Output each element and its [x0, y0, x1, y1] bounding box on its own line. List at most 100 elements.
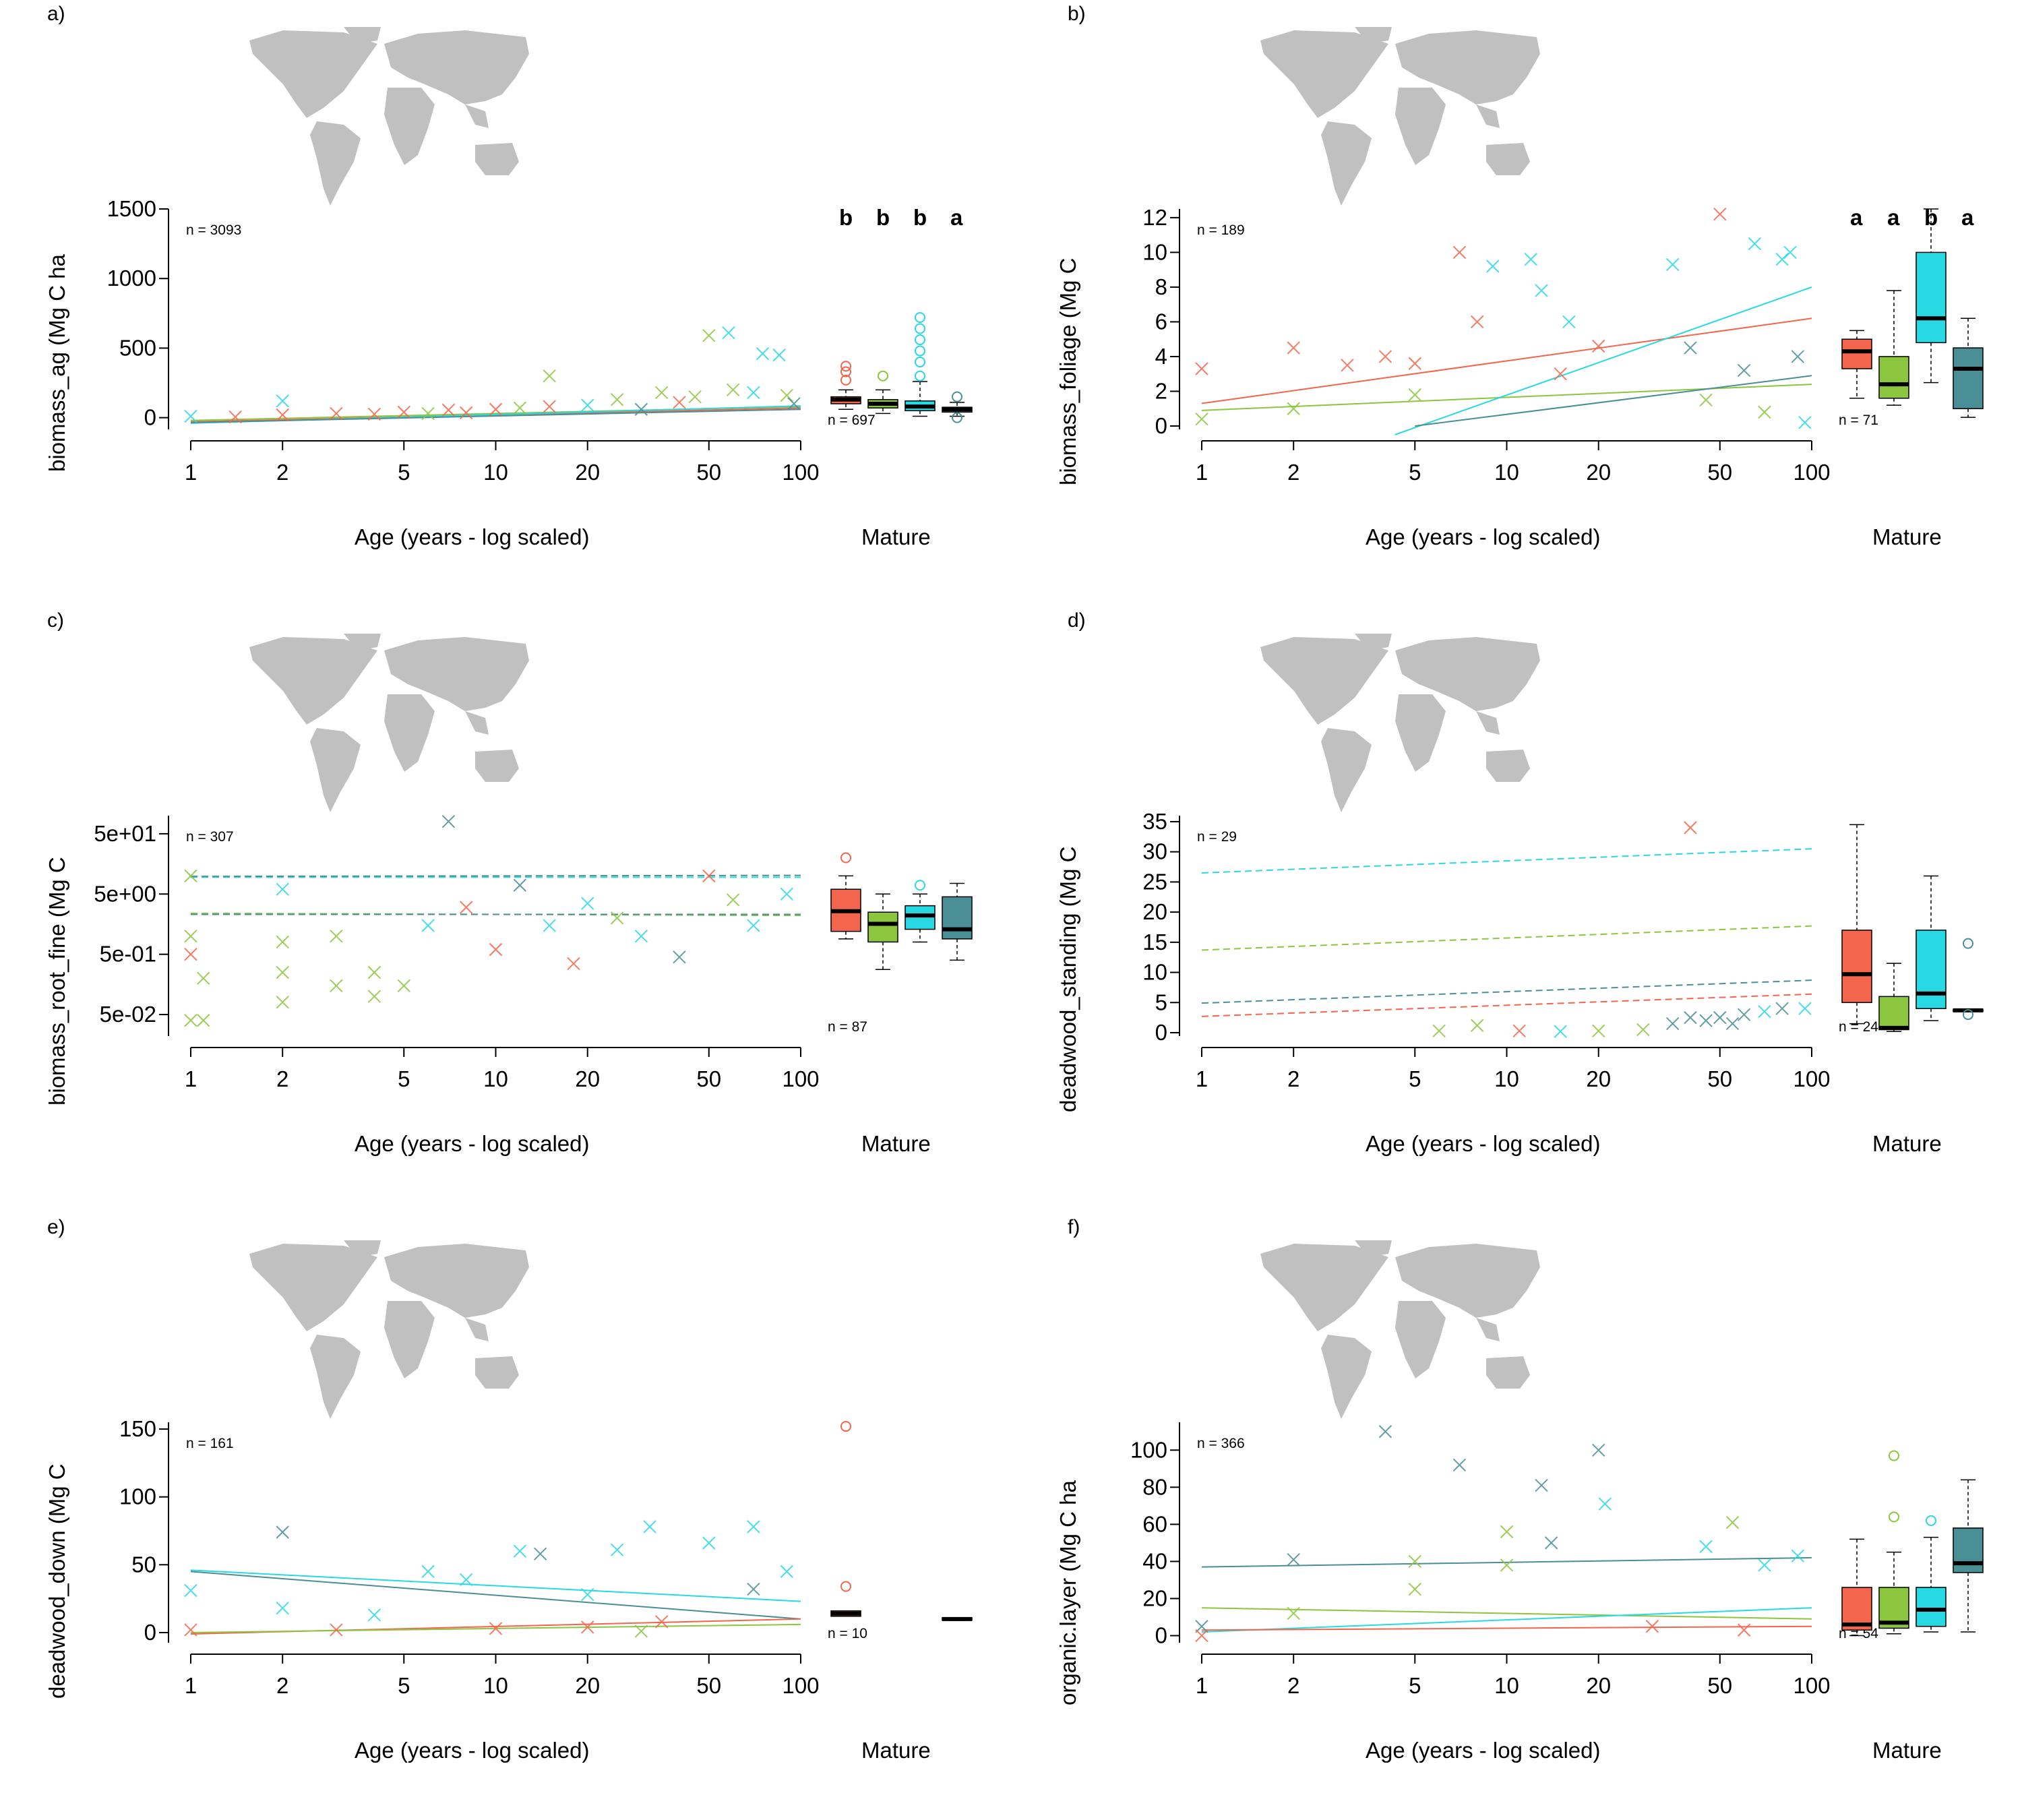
- box-outlier: [915, 323, 925, 334]
- point-stroke: [1195, 1620, 1208, 1633]
- y-tick-label: 100: [1130, 1437, 1167, 1462]
- world-map: [243, 1240, 532, 1419]
- box-outlier: [915, 345, 925, 357]
- fit-line-boreal: [1201, 979, 1812, 1004]
- y-tick-label: 6: [1155, 309, 1167, 334]
- greenland-shape: [344, 27, 381, 44]
- data-point-temperate_conifer: [513, 1544, 527, 1558]
- data-point-temperate_broadleaf: [276, 996, 289, 1009]
- x-tick-label: 5: [398, 460, 410, 485]
- mature-label: Mature: [1872, 1131, 1942, 1156]
- y-tick-label: 10: [1142, 239, 1167, 264]
- box-outlier: [915, 880, 925, 891]
- data-point-temperate_conifer: [722, 326, 735, 340]
- world-map-shapes: [1260, 1240, 1540, 1419]
- n-mature: n = 24: [1839, 1019, 1878, 1035]
- point-stroke: [1195, 362, 1208, 375]
- x-axis-label: Age (years - log scaled): [355, 1131, 590, 1156]
- data-point-temperate_broadleaf: [1287, 402, 1300, 415]
- world-map: [1254, 27, 1543, 206]
- point-stroke: [780, 1565, 794, 1579]
- data-point-temperate_broadleaf: [702, 329, 716, 342]
- n-total: n = 366: [1197, 1436, 1245, 1451]
- point-stroke: [1287, 1606, 1300, 1620]
- box-temperate_conifer: [1916, 251, 1947, 344]
- point-stroke: [1592, 1443, 1605, 1457]
- australia-shape: [1486, 143, 1530, 175]
- x-tick-label: 50: [696, 1673, 721, 1698]
- data-point-temperate_broadleaf: [610, 911, 624, 925]
- north-america-shape: [1260, 30, 1388, 118]
- point-stroke: [543, 369, 556, 383]
- point-stroke: [513, 401, 527, 415]
- box-outlier: [1926, 1515, 1936, 1526]
- data-point-tropical: [1554, 367, 1567, 381]
- y-tick-label: 80: [1142, 1474, 1167, 1499]
- data-point-tropical: [489, 402, 503, 416]
- data-point-tropical: [1737, 1623, 1751, 1637]
- y-tick-label: 5e+00: [94, 881, 156, 906]
- point-stroke: [513, 1544, 527, 1558]
- x-tick-label: 50: [696, 460, 721, 485]
- y-tick-label: 20: [1142, 1585, 1167, 1610]
- y-tick-label: 1500: [107, 196, 156, 221]
- point-stroke: [184, 1623, 197, 1637]
- data-point-temperate_conifer: [276, 1602, 289, 1615]
- data-point-temperate_broadleaf: [1470, 1019, 1484, 1032]
- data-point-temperate_conifer: [421, 919, 435, 932]
- data-point-temperate_broadleaf: [1408, 1582, 1421, 1596]
- data-point-tropical: [702, 869, 716, 883]
- point-stroke: [421, 406, 435, 421]
- point-stroke: [1554, 1025, 1567, 1038]
- point-stroke: [581, 398, 594, 412]
- panel-label: b): [1068, 3, 1086, 25]
- europe-asia-shape: [1395, 30, 1540, 104]
- panel-f: f) organic.layer (Mg C ha Age (years - l…: [1011, 1213, 2022, 1820]
- x-tick-label: 50: [696, 1066, 721, 1091]
- point-stroke: [1554, 367, 1567, 381]
- data-point-temperate_broadleaf: [330, 979, 343, 993]
- data-point-tropical: [673, 396, 686, 409]
- data-point-boreal: [1535, 1478, 1548, 1492]
- south-america-shape: [310, 1335, 361, 1419]
- point-stroke: [184, 869, 197, 883]
- southeast-asia-shape: [1476, 104, 1500, 128]
- point-stroke: [330, 979, 343, 993]
- point-stroke: [1684, 341, 1697, 355]
- data-point-temperate_broadleaf: [1432, 1024, 1446, 1038]
- data-point-temperate_broadleaf: [1592, 1024, 1605, 1038]
- data-point-tropical: [1713, 208, 1727, 221]
- point-stroke: [1758, 405, 1771, 419]
- point-stroke: [1524, 252, 1538, 266]
- data-point-temperate_conifer: [1535, 284, 1548, 297]
- world-map-shapes: [249, 1240, 529, 1419]
- southeast-asia-shape: [465, 1318, 489, 1341]
- chart: 0 50 100 150 1 2 5 10 20 50 100: [119, 1416, 973, 1698]
- south-america-shape: [1321, 1335, 1372, 1419]
- x-axis-label: Age (years - log scaled): [355, 1738, 590, 1763]
- data-point-temperate_broadleaf: [1287, 1606, 1300, 1620]
- point-stroke: [747, 1582, 760, 1596]
- point-stroke: [367, 1608, 381, 1622]
- x-tick-label: 10: [1494, 460, 1519, 485]
- point-stroke: [780, 388, 794, 402]
- box-outlier: [840, 361, 851, 372]
- x-tick-label: 1: [1196, 1066, 1208, 1091]
- point-stroke: [1775, 252, 1789, 266]
- europe-asia-shape: [384, 1244, 529, 1318]
- data-point-boreal: [673, 950, 686, 964]
- point-stroke: [643, 1520, 656, 1534]
- world-map: [1254, 1240, 1543, 1419]
- x-tick-label: 50: [1707, 1673, 1732, 1698]
- data-point-boreal: [441, 814, 456, 828]
- point-stroke: [1665, 1017, 1680, 1031]
- data-point-temperate_broadleaf: [397, 979, 410, 993]
- data-point-temperate_broadleaf: [1636, 1023, 1650, 1037]
- fit-line-temperate_broadleaf: [1201, 925, 1812, 951]
- significance-letter: b: [839, 205, 853, 230]
- point-stroke: [787, 397, 801, 411]
- data-point-temperate_conifer: [1791, 1549, 1805, 1563]
- data-point-temperate_broadleaf: [184, 869, 197, 883]
- data-point-tropical: [184, 1623, 197, 1637]
- data-point-tropical: [228, 410, 242, 424]
